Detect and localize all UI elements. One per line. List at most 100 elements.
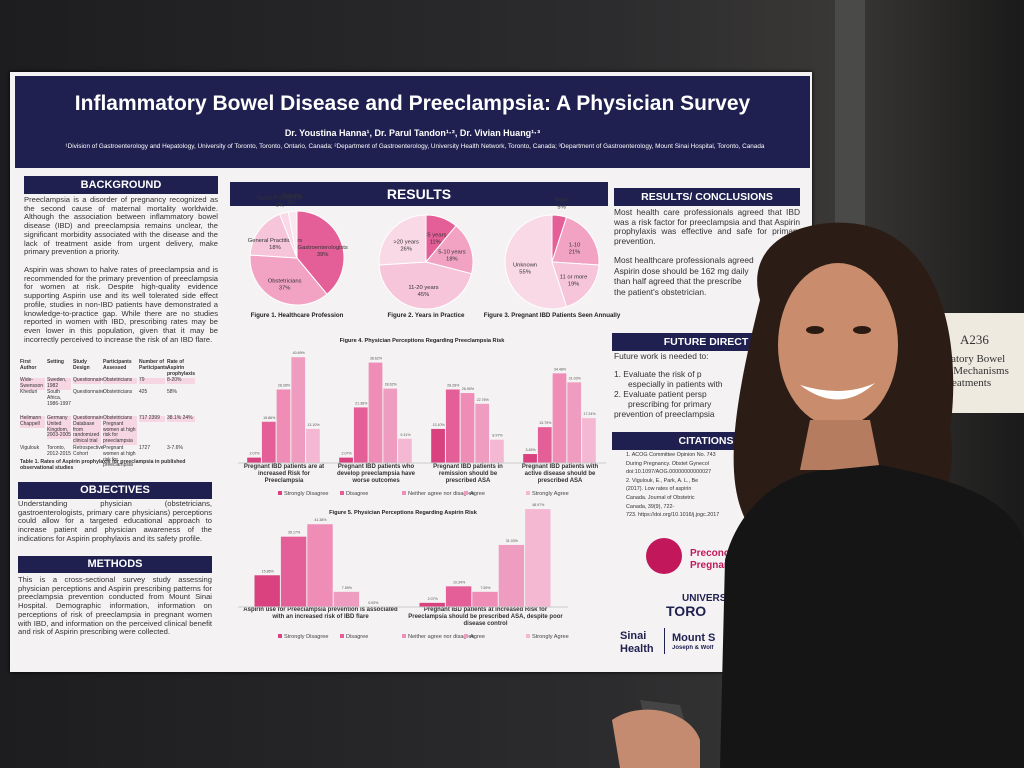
title-banner bbox=[15, 76, 810, 168]
bar bbox=[460, 393, 475, 463]
bar bbox=[431, 428, 445, 463]
bar-value-label: 28.28% bbox=[278, 383, 291, 387]
bar-value-label: 38.62% bbox=[370, 357, 383, 361]
bar bbox=[472, 591, 498, 607]
bar bbox=[333, 591, 360, 607]
bar bbox=[307, 524, 333, 607]
slice-name: Unknown bbox=[513, 262, 537, 268]
bar bbox=[498, 544, 525, 607]
table-cell: Toronto, 2012-2015 bbox=[47, 445, 71, 457]
pie-slice bbox=[249, 213, 298, 259]
table-cell: Kheduri bbox=[20, 389, 38, 395]
text-line: especially in patients with bbox=[628, 379, 723, 389]
citation-line: (2017). Low rates of aspirin bbox=[626, 486, 692, 493]
table-cell: 1727 bbox=[139, 445, 151, 451]
table-header: Study Design bbox=[73, 359, 90, 371]
paragraph: Preeclampsia is a disorder of pregnancy … bbox=[24, 195, 218, 257]
table-header: Participants Assessed bbox=[103, 359, 132, 371]
pie-slice bbox=[378, 214, 427, 266]
logo-divider bbox=[664, 628, 665, 654]
smile bbox=[800, 383, 875, 400]
slice-name: 11-20 years bbox=[408, 285, 438, 291]
table-cell: Obstetricians bbox=[103, 377, 137, 384]
table-cell: 38.1% 24% bbox=[167, 415, 195, 422]
bar-value-label: 0.00% bbox=[368, 601, 379, 605]
citation-line: 2. Vigulouk, E., Park, A. L., Be bbox=[626, 477, 699, 484]
table-header: Rate of Aspirin prophylaxis bbox=[167, 359, 196, 377]
chart-title: Figure 4. Physician Perceptions Regardin… bbox=[340, 338, 506, 344]
pie-slice bbox=[551, 216, 600, 266]
bar bbox=[445, 389, 460, 463]
slice-value: 26% bbox=[400, 246, 412, 252]
bar-value-label: 28.28% bbox=[447, 383, 460, 387]
citation-line: doi:10.1097/AOG.00000000000027 bbox=[626, 469, 712, 476]
affiliations: ¹Division of Gastroenterology and Hepato… bbox=[65, 143, 765, 150]
table-cell: South Africa, 1986-1997 bbox=[47, 389, 71, 407]
citation-line: Canada. Journal of Obstetric bbox=[626, 495, 695, 501]
slice-value: 55% bbox=[519, 269, 531, 275]
legend-label: Agree bbox=[470, 491, 485, 497]
black-top bbox=[720, 465, 1024, 768]
section-heading: METHODS bbox=[18, 556, 212, 573]
table-cell: 3-7.6% bbox=[167, 445, 183, 451]
paragraph: Understanding physician (obstetricians, … bbox=[18, 499, 212, 543]
pie-label: General Practitioners 18% bbox=[248, 238, 303, 251]
paragraph: This is a cross-sectional survey study a… bbox=[18, 575, 212, 637]
category-label: Pregnant IBD patients at Increased Risk … bbox=[408, 607, 563, 627]
slice-name: 1-10 bbox=[569, 243, 581, 249]
legend-label: Strongly Agree bbox=[532, 491, 569, 497]
pie-label: <5 years 11% bbox=[424, 232, 446, 245]
table-cell: 425 bbox=[139, 389, 148, 395]
bar-value-label: 48.97% bbox=[532, 503, 545, 507]
category-label: Pregnant IBD patients with active diseas… bbox=[521, 464, 599, 484]
category-label: Pregnant IBD patients who develop preecl… bbox=[336, 464, 416, 484]
pie-label: Midwife 3% bbox=[281, 193, 301, 206]
table-header: Number of Participants bbox=[139, 359, 168, 371]
logo-text: Sinai bbox=[620, 630, 647, 642]
slice-value: 39% bbox=[317, 252, 329, 258]
bar-value-label: 22.76% bbox=[477, 398, 490, 402]
bar-value-label: 8.97% bbox=[492, 434, 503, 438]
bar-value-label: 7.59% bbox=[342, 586, 353, 590]
paragraph: Most health care professionals agreed th… bbox=[614, 207, 800, 246]
slice-name: Midwife bbox=[281, 193, 301, 199]
paragraph: Aspirin was shown to halve rates of pree… bbox=[24, 265, 218, 344]
figure-caption: Figure 1. Healthcare Profession bbox=[251, 312, 344, 319]
pie-label: None 5% bbox=[555, 198, 569, 211]
bar bbox=[567, 382, 582, 463]
figure-caption: Figure 2. Years in Practice bbox=[388, 312, 465, 319]
table-cell: Germany United Kingdom, 2003-2005 bbox=[47, 415, 71, 439]
pie-slice bbox=[249, 254, 328, 306]
table-cell: 79 bbox=[139, 377, 165, 384]
logo-icon bbox=[646, 538, 682, 574]
table-cell: Obstetricians Pregnant women at high ris… bbox=[103, 415, 137, 445]
pie-slice bbox=[551, 261, 600, 308]
bar bbox=[353, 407, 368, 463]
bar bbox=[247, 457, 261, 463]
table-cell: Questionnaire Database from randomized c… bbox=[73, 415, 105, 445]
bar bbox=[261, 421, 276, 463]
pie-label: Nurse Practitioner 3% bbox=[257, 195, 303, 208]
legend-label: Disagree bbox=[346, 634, 368, 640]
bar bbox=[582, 418, 596, 463]
legend-label: Strongly Disagree bbox=[284, 491, 328, 497]
sign-code: A236 bbox=[960, 332, 989, 347]
slice-value: 21% bbox=[569, 250, 581, 256]
authors: Dr. Youstina Hanna¹, Dr. Parul Tandon¹·²… bbox=[284, 128, 541, 138]
pie-label: Obstetricians 37% bbox=[268, 278, 302, 291]
pie-label: 11-20 years 45% bbox=[408, 285, 438, 298]
legend-label: Neither agree nor disagree bbox=[408, 491, 475, 497]
bar bbox=[276, 389, 291, 463]
bar-value-label: 31.03% bbox=[506, 539, 519, 543]
section-heading: OBJECTIVES bbox=[18, 482, 212, 499]
bar bbox=[306, 428, 320, 463]
table-cell: Sweden, 1982 bbox=[47, 377, 71, 390]
bar-value-label: 13.10% bbox=[307, 423, 320, 427]
hand bbox=[612, 709, 700, 768]
legend-label: Disagree bbox=[346, 491, 368, 497]
category-label: Pregnant IBD patients in remission shoul… bbox=[433, 464, 503, 484]
legend-swatch bbox=[464, 491, 468, 495]
table-cell: Wide-Swensson bbox=[20, 377, 45, 390]
text-line: than half agreed that the prescribe bbox=[614, 276, 742, 286]
legend-swatch bbox=[526, 491, 530, 495]
